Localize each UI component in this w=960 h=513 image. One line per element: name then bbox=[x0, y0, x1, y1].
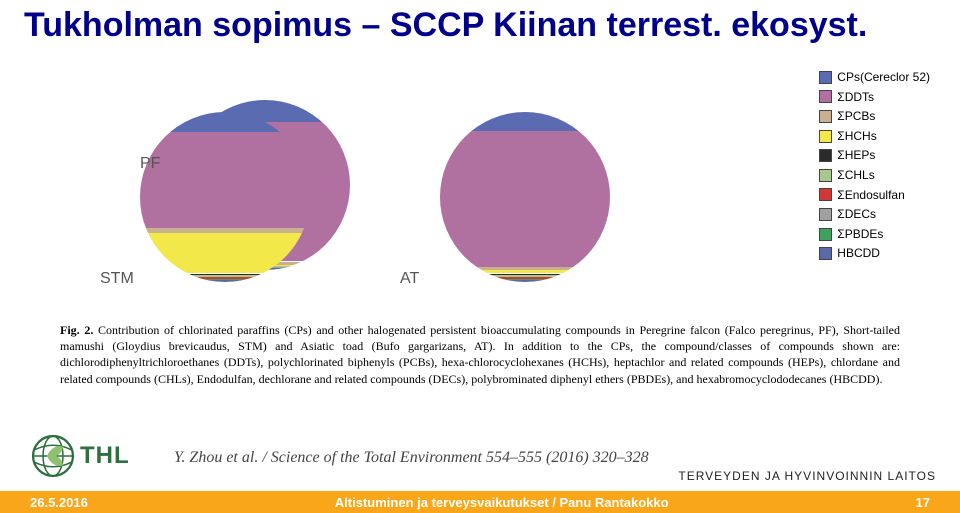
pie-slice bbox=[440, 131, 610, 267]
caption-text: Contribution of chlorinated paraffins (C… bbox=[60, 323, 900, 386]
legend-swatch bbox=[820, 170, 831, 181]
source-citation: Y. Zhou et al. / Science of the Total En… bbox=[174, 449, 649, 467]
legend-item: ΣHEPs bbox=[820, 146, 930, 165]
legend-swatch bbox=[820, 189, 831, 200]
legend-label: ΣCHLs bbox=[837, 166, 874, 185]
legend-swatch bbox=[820, 72, 831, 83]
legend-swatch bbox=[820, 229, 831, 240]
legend-swatch bbox=[820, 91, 831, 102]
legend-swatch bbox=[820, 209, 831, 220]
legend-swatch bbox=[820, 248, 831, 259]
pie-slice bbox=[140, 112, 310, 132]
pie-slice bbox=[140, 233, 310, 274]
legend-item: HBCDD bbox=[820, 244, 930, 263]
footer-page: 17 bbox=[916, 495, 930, 510]
figure-caption: Fig. 2. Contribution of chlorinated para… bbox=[60, 322, 900, 387]
figure-number: Fig. 2. bbox=[60, 323, 93, 337]
slide: Tukholman sopimus – SCCP Kiinan terrest.… bbox=[0, 0, 960, 513]
thl-logo: THL bbox=[30, 433, 130, 479]
footer-bar: 26.5.2016 Altistuminen ja terveysvaikutu… bbox=[0, 491, 960, 513]
globe-icon bbox=[30, 433, 76, 479]
footer-title: Altistuminen ja terveysvaikutukset / Pan… bbox=[88, 495, 916, 510]
pie-stm bbox=[140, 112, 310, 282]
legend-swatch bbox=[820, 131, 831, 142]
legend-item: ΣDECs bbox=[820, 205, 930, 224]
legend-label: ΣHEPs bbox=[837, 146, 875, 165]
legend-label: ΣEndosulfan bbox=[837, 186, 904, 205]
legend-item: ΣCHLs bbox=[820, 166, 930, 185]
logo-text: THL bbox=[80, 442, 130, 470]
pie-slice bbox=[140, 280, 310, 282]
pie-slice bbox=[140, 132, 310, 227]
legend-label: ΣPBDEs bbox=[837, 225, 883, 244]
legend-swatch bbox=[820, 111, 831, 122]
pie-label-pf: PF bbox=[140, 155, 160, 173]
pie-label-at: AT bbox=[400, 270, 419, 288]
legend-label: ΣDECs bbox=[837, 205, 876, 224]
institution-name: TERVEYDEN JA HYVINVOINNIN LAITOS bbox=[678, 469, 936, 483]
legend-label: ΣPCBs bbox=[837, 107, 875, 126]
footer-date: 26.5.2016 bbox=[30, 495, 88, 510]
pie-at bbox=[440, 112, 610, 282]
legend-item: ΣHCHs bbox=[820, 127, 930, 146]
pie-label-stm: STM bbox=[100, 270, 134, 288]
slide-title: Tukholman sopimus – SCCP Kiinan terrest.… bbox=[24, 6, 867, 45]
legend: CPs(Cereclor 52)ΣDDTsΣPCBsΣHCHsΣHEPsΣCHL… bbox=[820, 68, 930, 264]
legend-label: ΣDDTs bbox=[837, 88, 874, 107]
legend-label: HBCDD bbox=[837, 244, 880, 263]
legend-item: ΣPCBs bbox=[820, 107, 930, 126]
figure-area: PF STM AT bbox=[60, 60, 820, 300]
legend-swatch bbox=[820, 150, 831, 161]
pie-slice bbox=[440, 280, 610, 282]
legend-item: CPs(Cereclor 52) bbox=[820, 68, 930, 87]
legend-label: CPs(Cereclor 52) bbox=[837, 68, 930, 87]
legend-label: ΣHCHs bbox=[837, 127, 876, 146]
legend-item: ΣPBDEs bbox=[820, 225, 930, 244]
legend-item: ΣDDTs bbox=[820, 88, 930, 107]
legend-item: ΣEndosulfan bbox=[820, 186, 930, 205]
pie-slice bbox=[440, 112, 610, 131]
